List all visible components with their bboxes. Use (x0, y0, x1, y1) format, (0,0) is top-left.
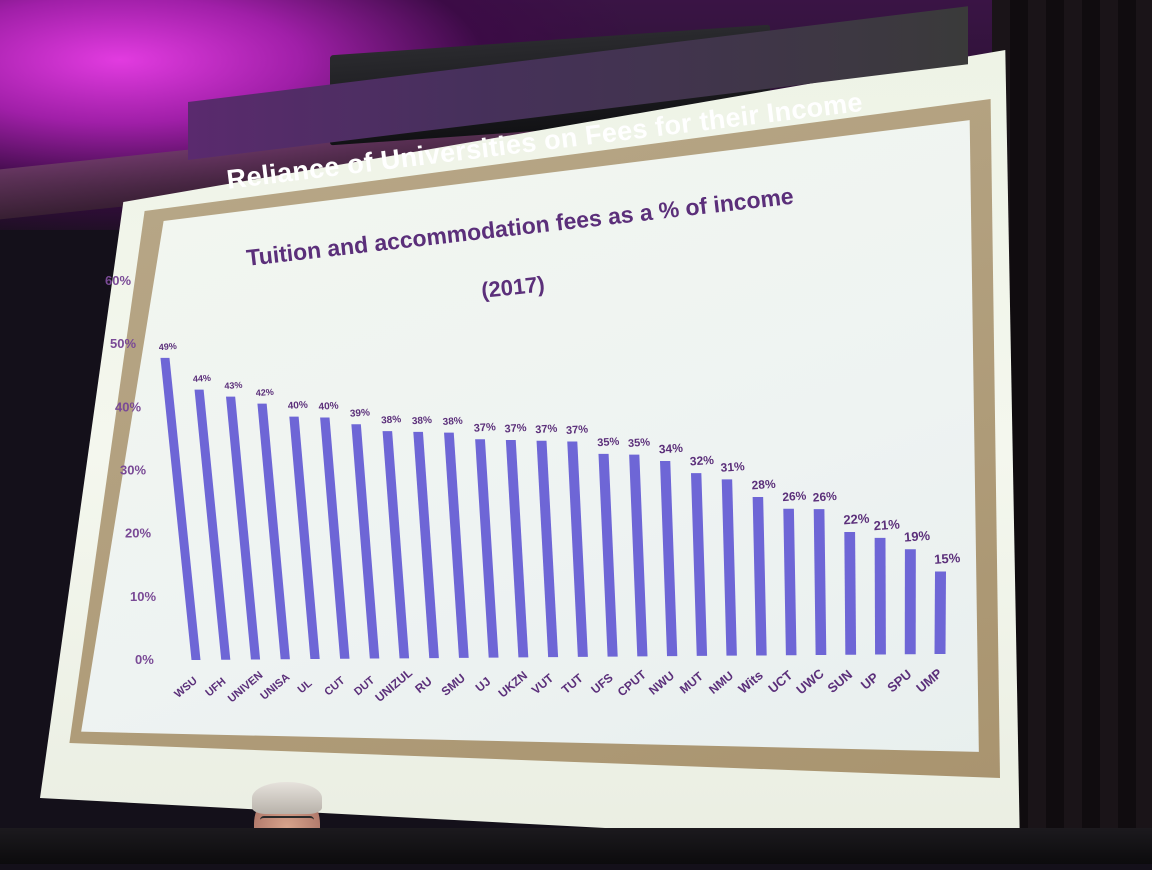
presenter-hair (252, 782, 322, 814)
category-label: MUT (677, 669, 706, 697)
value-label: 38% (442, 416, 463, 428)
y-tick-label: 10% (130, 589, 156, 604)
value-label: 32% (689, 453, 714, 469)
y-tick-label: 50% (110, 336, 136, 351)
value-label: 38% (412, 415, 433, 427)
bar-ukzn (505, 440, 529, 658)
value-label: 37% (504, 422, 527, 436)
value-label: 44% (193, 373, 212, 384)
bar-mut (690, 473, 708, 656)
category-label: UJ (473, 674, 494, 695)
bar-nwu (659, 461, 678, 657)
value-label: 37% (473, 421, 496, 435)
value-label: 42% (255, 387, 274, 398)
presenter-glasses (260, 816, 314, 828)
value-label: 22% (843, 511, 870, 528)
value-label: 43% (224, 380, 243, 391)
bar-ufs (598, 453, 618, 657)
category-label: UNISA (258, 671, 292, 702)
category-label: UWC (793, 665, 827, 697)
category-label: TUT (559, 671, 586, 697)
category-label: UMP (913, 665, 945, 695)
category-label: NMU (706, 668, 736, 696)
bar-unizul (382, 431, 410, 659)
category-label: UFS (588, 671, 615, 697)
category-label: UP (858, 669, 882, 692)
value-label: 28% (751, 477, 776, 493)
bar-cput (629, 454, 648, 657)
curtain (992, 0, 1152, 864)
bar-unisa (257, 403, 290, 660)
category-label: VUT (529, 671, 557, 698)
bar-ufh (194, 389, 231, 660)
bar-ul (289, 416, 320, 660)
category-label: UNIZUL (372, 666, 415, 705)
y-tick-label: 60% (105, 273, 131, 288)
category-label: WSU (172, 675, 199, 701)
value-label: 19% (904, 528, 931, 545)
value-label: 40% (318, 401, 339, 413)
category-label: SMU (439, 671, 468, 699)
value-label: 49% (158, 341, 177, 352)
category-label: SUN (824, 667, 855, 696)
bar-sun (844, 531, 857, 655)
value-label: 40% (287, 400, 308, 412)
y-tick-label: 30% (120, 463, 146, 478)
value-label: 37% (566, 423, 589, 437)
value-label: 15% (934, 550, 961, 567)
bar-vut (536, 440, 559, 658)
bar-smu (444, 432, 469, 658)
category-label: RU (412, 674, 434, 696)
bar-uwc (813, 509, 827, 655)
bar-ru (413, 431, 439, 659)
value-label: 26% (782, 488, 807, 504)
bar-wsu (160, 357, 201, 660)
category-label: SPU (884, 666, 914, 695)
category-label: UNIVEN (226, 669, 266, 705)
value-label: 26% (812, 489, 837, 505)
y-tick-label: 20% (125, 526, 151, 541)
category-label: UCT (765, 667, 795, 696)
category-label: NWU (646, 669, 677, 698)
category-label: CPUT (615, 667, 650, 699)
bar-spu (904, 549, 916, 655)
category-label: UL (296, 677, 315, 696)
bar-uct (783, 508, 797, 656)
desk (0, 828, 1152, 864)
bar-up (874, 537, 886, 655)
y-tick-label: 40% (115, 399, 141, 414)
value-label: 35% (597, 436, 620, 450)
value-label: 39% (350, 407, 371, 419)
value-label: 35% (628, 436, 651, 450)
bar-cut (320, 417, 350, 659)
category-label: CUT (322, 674, 347, 698)
value-label: 31% (720, 459, 745, 475)
value-label: 38% (381, 414, 402, 426)
y-tick-label: 0% (135, 652, 154, 667)
value-label: 37% (535, 423, 558, 437)
value-label: 21% (873, 516, 900, 533)
bar-ump (934, 571, 946, 654)
category-label: Wits (735, 667, 766, 696)
bar-univen (226, 396, 261, 660)
bar-dut (351, 424, 380, 659)
bar-uj (475, 439, 499, 658)
bar-tut (567, 441, 588, 657)
bar-nmu (721, 479, 737, 656)
value-label: 34% (658, 441, 683, 457)
bar-wits (752, 496, 767, 656)
category-label: UKZN (496, 668, 531, 700)
